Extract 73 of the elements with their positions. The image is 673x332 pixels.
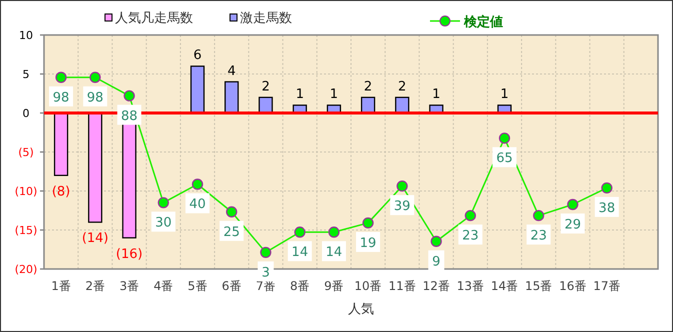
data-label: 98 bbox=[52, 90, 70, 106]
y-tick-label: (5) bbox=[18, 146, 34, 159]
data-label: 1 bbox=[432, 87, 440, 102]
data-label: 39 bbox=[394, 199, 410, 214]
data-label: 1 bbox=[500, 87, 509, 102]
data-label: 88 bbox=[121, 108, 138, 124]
x-tick-label: 1番 bbox=[51, 279, 71, 293]
point bbox=[158, 197, 169, 208]
data-label: 2 bbox=[262, 79, 270, 94]
point bbox=[124, 90, 135, 102]
legend-label: 人気凡走馬数 bbox=[115, 11, 193, 26]
data-label: 6 bbox=[193, 48, 202, 64]
point bbox=[90, 72, 101, 83]
data-label: 1 bbox=[330, 87, 338, 102]
x-tick-label: 4番 bbox=[154, 279, 174, 293]
data-label: 14 bbox=[326, 245, 342, 260]
data-label: (8) bbox=[52, 184, 70, 200]
data-label: 2 bbox=[398, 79, 406, 94]
x-tick-label: 10番 bbox=[354, 279, 382, 293]
point bbox=[192, 178, 204, 190]
point bbox=[430, 236, 442, 247]
data-label: 14 bbox=[292, 245, 308, 260]
x-tick-label: 2番 bbox=[85, 279, 105, 293]
x-tick-label: 3番 bbox=[119, 279, 140, 293]
x-tick-label: 17番 bbox=[593, 279, 620, 293]
data-label: 1 bbox=[296, 87, 304, 102]
y-tick-label: (20) bbox=[14, 263, 38, 276]
x-tick-label: 6番 bbox=[222, 279, 242, 293]
legend-label: 激走馬数 bbox=[240, 11, 292, 26]
x-tick-label: 13番 bbox=[456, 279, 484, 293]
point bbox=[226, 206, 238, 218]
data-label: (16) bbox=[116, 246, 143, 262]
x-tick-label: 8番 bbox=[290, 279, 310, 293]
y-tick-label: 10 bbox=[19, 29, 33, 42]
x-tick-label: 11番 bbox=[388, 279, 416, 293]
y-tick-label: 5 bbox=[22, 68, 30, 81]
point bbox=[328, 226, 340, 238]
data-label: 30 bbox=[155, 216, 172, 231]
data-label: 4 bbox=[227, 64, 236, 79]
point bbox=[396, 180, 408, 192]
x-tick-label: 14番 bbox=[490, 279, 518, 293]
data-label: 38 bbox=[598, 200, 616, 216]
y-tick-label: (10) bbox=[14, 185, 38, 198]
x-tick-label: 16番 bbox=[559, 279, 586, 293]
data-label: 2 bbox=[364, 79, 372, 94]
point bbox=[55, 72, 67, 83]
x-tick-label: 12番 bbox=[422, 279, 450, 293]
x-tick-label: 15番 bbox=[524, 279, 552, 293]
data-label: 65 bbox=[496, 151, 513, 166]
x-tick-label: 5番 bbox=[188, 279, 208, 293]
point bbox=[498, 132, 510, 144]
data-label: 3 bbox=[262, 265, 270, 280]
legend-label: 検定値 bbox=[463, 14, 503, 30]
point bbox=[567, 198, 578, 210]
data-label: (14) bbox=[82, 231, 109, 246]
y-tick-label: (15) bbox=[14, 224, 38, 237]
x-axis-title: 人気 bbox=[348, 302, 374, 317]
point bbox=[464, 210, 476, 222]
data-label: 98 bbox=[86, 90, 104, 106]
point bbox=[362, 217, 374, 229]
data-label: 19 bbox=[360, 236, 376, 251]
data-label: 9 bbox=[432, 254, 440, 270]
point bbox=[533, 210, 544, 222]
data-label: 23 bbox=[462, 228, 479, 244]
x-tick-label: 9番 bbox=[324, 279, 344, 293]
point bbox=[260, 246, 272, 258]
data-label: 29 bbox=[564, 218, 581, 233]
data-label: 40 bbox=[189, 197, 206, 212]
point bbox=[601, 182, 612, 194]
data-label: 25 bbox=[223, 224, 240, 240]
point bbox=[294, 226, 306, 238]
data-label: 23 bbox=[530, 228, 547, 244]
y-tick-label: 0 bbox=[22, 107, 30, 120]
